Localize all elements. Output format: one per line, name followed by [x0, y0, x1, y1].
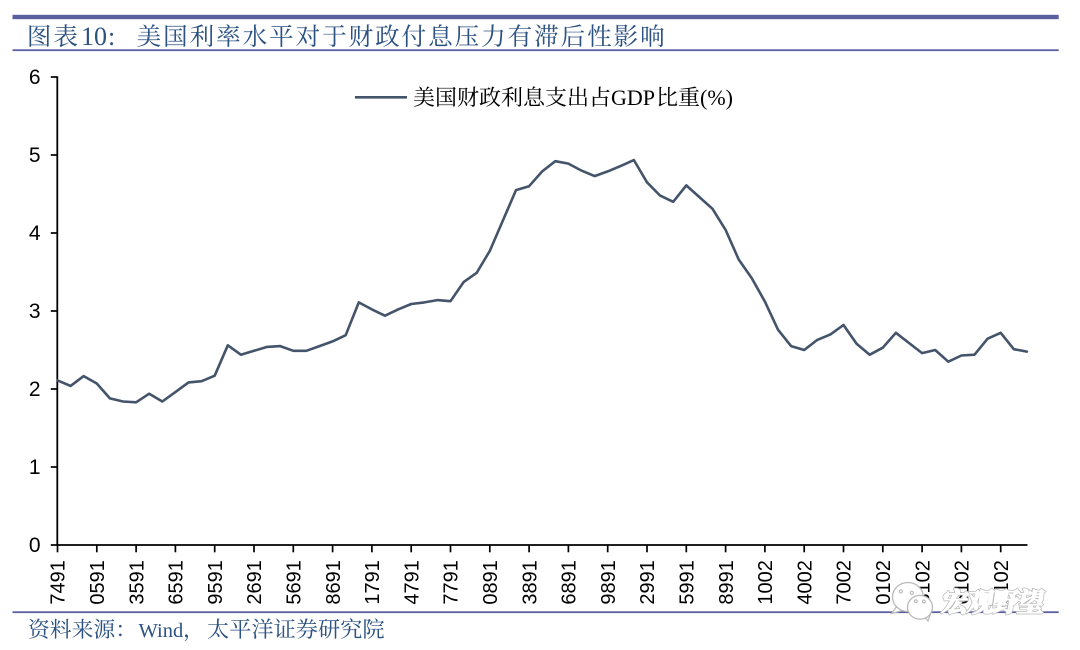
svg-text:7002: 7002: [834, 560, 856, 605]
svg-text:0: 0: [29, 534, 41, 557]
svg-text:5691: 5691: [284, 560, 306, 605]
svg-text:6591: 6591: [166, 560, 188, 605]
svg-text:3: 3: [29, 300, 41, 323]
svg-text:3591: 3591: [126, 560, 148, 605]
svg-text:2991: 2991: [637, 560, 659, 605]
svg-text:(%): (%): [700, 85, 733, 110]
svg-text:4791: 4791: [401, 560, 423, 605]
svg-text:7491: 7491: [48, 560, 70, 605]
svg-text:1791: 1791: [362, 560, 384, 605]
svg-text:0891: 0891: [480, 560, 502, 605]
svg-text:1002: 1002: [755, 560, 777, 605]
svg-text:8991: 8991: [716, 560, 738, 605]
svg-text:9891: 9891: [598, 560, 620, 605]
svg-text:9591: 9591: [205, 560, 227, 605]
svg-text:0102: 0102: [873, 560, 895, 605]
svg-text:4: 4: [29, 222, 41, 245]
svg-text:5: 5: [29, 144, 41, 167]
svg-text:1: 1: [29, 456, 41, 479]
svg-text:8691: 8691: [323, 560, 345, 605]
svg-text:3891: 3891: [519, 560, 541, 605]
svg-text:7791: 7791: [441, 560, 463, 605]
svg-text::: :: [108, 22, 115, 51]
svg-text:5991: 5991: [677, 560, 699, 605]
svg-text:10: 10: [81, 22, 107, 51]
svg-text:2691: 2691: [244, 560, 266, 605]
svg-text:4002: 4002: [794, 560, 816, 605]
svg-text:2: 2: [29, 378, 41, 401]
svg-text:6: 6: [29, 66, 41, 89]
svg-text:6891: 6891: [559, 560, 581, 605]
svg-text:Wind: Wind: [139, 620, 184, 642]
svg-text:0591: 0591: [87, 560, 109, 605]
svg-text:GDP: GDP: [611, 85, 655, 110]
